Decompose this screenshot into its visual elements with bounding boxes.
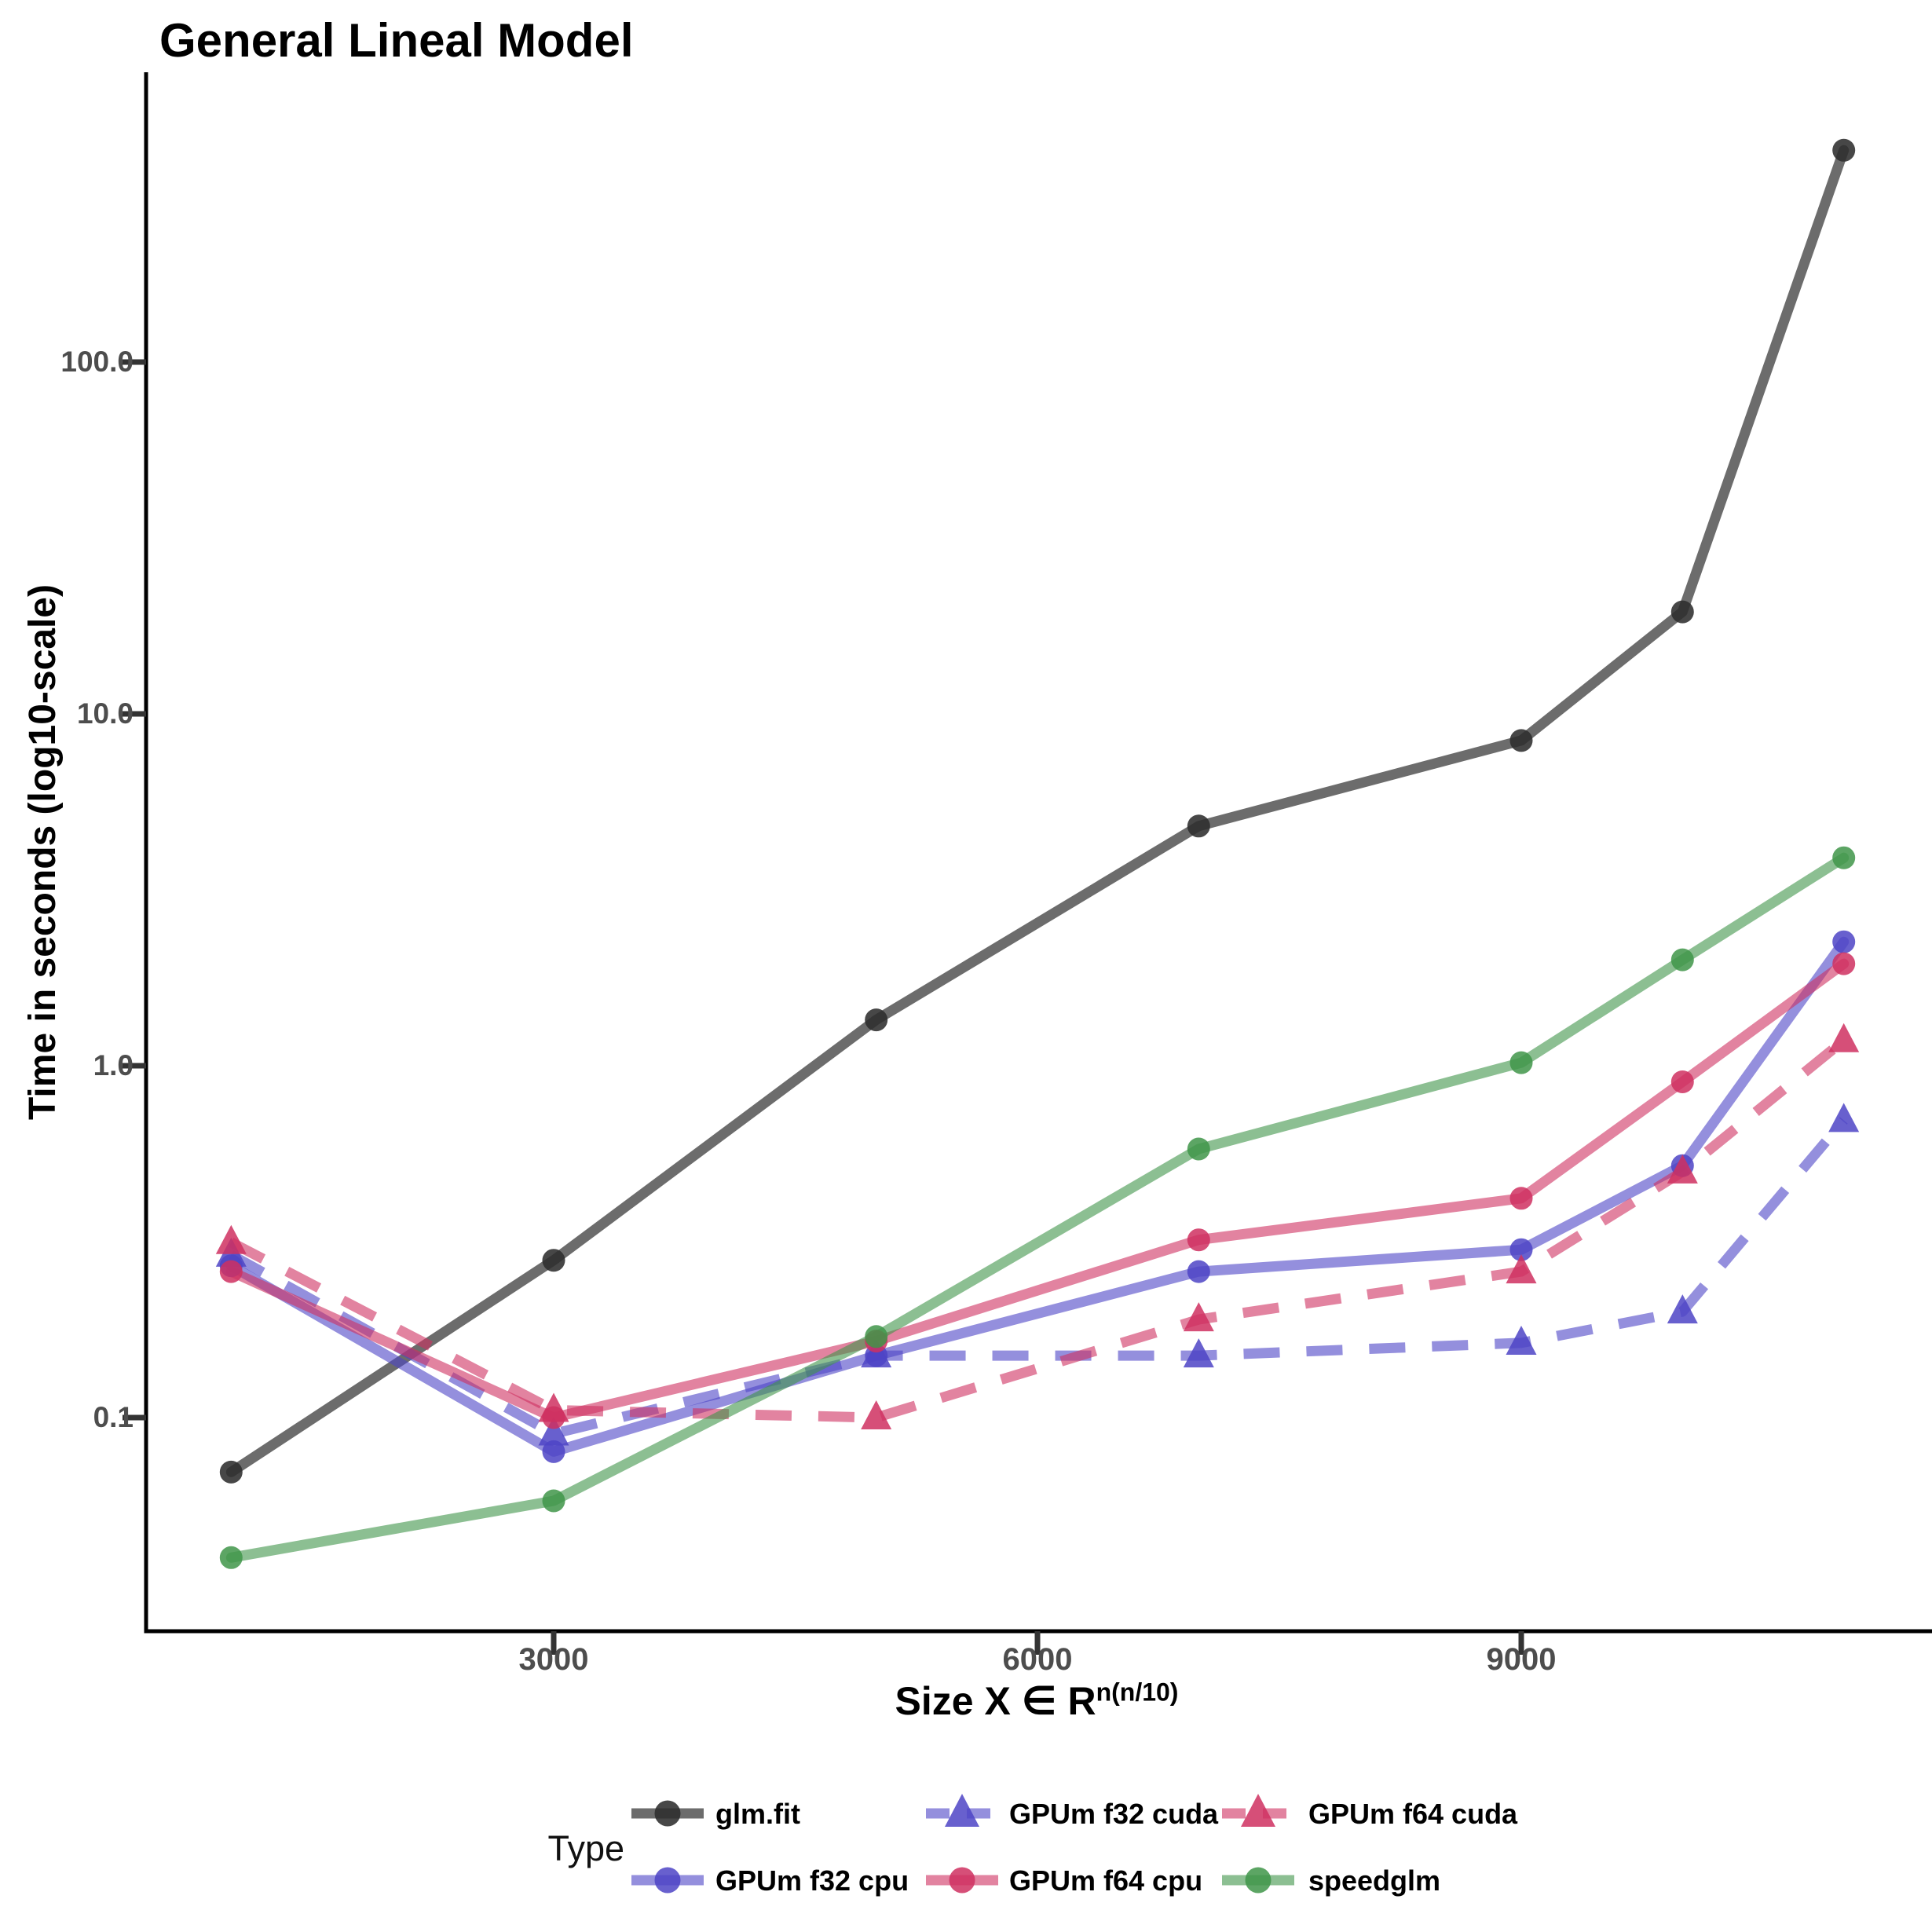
- data-point: [1506, 1325, 1537, 1355]
- data-point: [1828, 1103, 1860, 1132]
- data-point: [1509, 1051, 1533, 1074]
- data-point: [1667, 1294, 1698, 1324]
- series-points-speedglm: [219, 846, 1856, 1569]
- data-point: [1509, 729, 1533, 752]
- x-axis-title-exponent: n(n/10): [1096, 1678, 1179, 1707]
- data-point: [538, 1392, 569, 1422]
- data-point: [1183, 1338, 1214, 1368]
- legend-key-glm.fit: [631, 1800, 704, 1827]
- legend-key-speedglm: [1222, 1867, 1294, 1894]
- series-points-glm.fit: [219, 138, 1856, 1484]
- data-point: [1832, 952, 1856, 975]
- data-point: [861, 1400, 892, 1429]
- legend-label-gpum-f64-cpu: GPUm f64 cpu: [1009, 1864, 1203, 1897]
- y-tick-label-1: 1.0: [93, 1049, 134, 1081]
- series-markers: [215, 138, 1860, 1569]
- data-point: [1670, 948, 1694, 971]
- legend-key-gpum-f64-cuda: [1222, 1794, 1294, 1827]
- x-tick-label-6000: 6000: [1002, 1642, 1073, 1677]
- data-point: [1832, 138, 1856, 162]
- data-point: [1667, 1154, 1698, 1184]
- series-line-gpum-f64-cuda: [229, 1036, 1847, 1423]
- data-point: [1509, 1238, 1533, 1261]
- x-axis-title-base: Size X ∈ R: [895, 1679, 1096, 1723]
- legend-label-gpum-f32-cpu: GPUm f32 cpu: [715, 1864, 909, 1897]
- series-line-gpum-f32-cpu: [225, 936, 1850, 1457]
- data-point: [1187, 1260, 1210, 1283]
- legend-label-glm-fit: glm.fit: [715, 1798, 800, 1830]
- legend-keys: [631, 1794, 1294, 1894]
- data-point: [542, 1249, 565, 1272]
- legend-label-speedglm: speedglm: [1308, 1864, 1441, 1897]
- data-point: [1670, 1070, 1694, 1093]
- axes: [123, 72, 1932, 1655]
- data-point: [865, 1008, 888, 1032]
- y-tick-label-100: 100.0: [60, 346, 134, 378]
- legend-key-gpum-f32-cuda: [926, 1794, 998, 1827]
- legend-label-gpum-f64-cuda: GPUm f64 cuda: [1308, 1798, 1518, 1830]
- data-point: [219, 1460, 243, 1484]
- data-point: [1506, 1254, 1537, 1284]
- data-point: [215, 1224, 247, 1254]
- legend-key-circle-icon: [949, 1867, 975, 1894]
- x-axis-title: Size X ∈ Rn(n/10): [723, 1678, 1351, 1728]
- legend-key-triangle-icon: [945, 1794, 979, 1827]
- y-tick-label-0-1: 0.1: [93, 1401, 134, 1433]
- data-point: [1670, 600, 1694, 624]
- data-point: [1187, 814, 1210, 838]
- data-point: [219, 1546, 243, 1569]
- series-points-gpum-f64-cpu: [219, 952, 1856, 1429]
- data-point: [865, 1325, 888, 1348]
- x-tick-label-9000: 9000: [1486, 1642, 1557, 1677]
- series-points-gpum-f64-cuda: [215, 1023, 1860, 1429]
- legend-key-gpum-f64-cpu: [926, 1867, 998, 1894]
- series-lines: [225, 145, 1850, 1563]
- data-point: [538, 1416, 569, 1446]
- legend-key-triangle-icon: [1241, 1794, 1275, 1827]
- data-point: [542, 1489, 565, 1513]
- data-point: [542, 1440, 565, 1463]
- series-line-glm.fit: [225, 145, 1850, 1477]
- legend-key-circle-icon: [654, 1800, 681, 1827]
- data-point: [1187, 1228, 1210, 1252]
- data-point: [861, 1338, 892, 1368]
- data-point: [1509, 1187, 1533, 1210]
- legend-key-circle-icon: [654, 1867, 681, 1894]
- data-point: [1187, 1137, 1210, 1161]
- series-line-gpum-f64-cpu: [225, 958, 1850, 1423]
- legend-key-gpum-f32-cpu: [631, 1867, 704, 1894]
- data-point: [219, 1260, 243, 1283]
- legend-key-circle-icon: [1245, 1867, 1272, 1894]
- legend-label-gpum-f32-cuda: GPUm f32 cuda: [1009, 1798, 1219, 1830]
- x-tick-label-3000: 3000: [518, 1642, 589, 1677]
- y-tick-label-10: 10.0: [76, 697, 134, 730]
- page-title: General Lineal Model: [159, 14, 634, 67]
- data-point: [1832, 930, 1856, 953]
- data-point: [1828, 1023, 1860, 1052]
- data-point: [1832, 846, 1856, 869]
- legend-title: Type: [547, 1828, 624, 1868]
- data-point: [1183, 1302, 1214, 1332]
- y-axis-title: Time in seconds (log10-scale): [22, 584, 64, 1121]
